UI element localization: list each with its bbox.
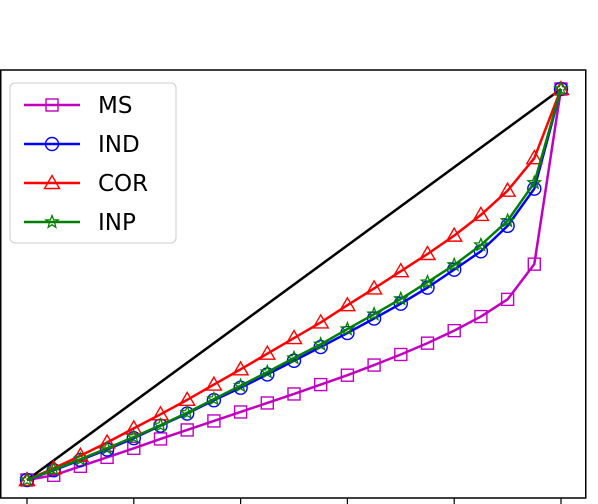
series-line-ms: [26, 88, 563, 482]
data-point-ms: [394, 347, 408, 362]
data-point-cor: [552, 80, 570, 96]
data-point-ms: [260, 396, 274, 410]
legend-entries: MS IND COR INP: [24, 93, 148, 236]
legend-marker-ind: [44, 136, 60, 152]
data-point-cor: [498, 181, 517, 197]
data-point-cor: [125, 419, 143, 435]
series-line-inp: [26, 88, 563, 482]
data-point-ms: [153, 432, 168, 446]
data-point-cor: [418, 245, 437, 261]
data-point-inp: [19, 471, 35, 487]
legend-marker-inp: [44, 213, 60, 229]
data-point-cor: [285, 329, 303, 345]
x-axis-ticks: [26, 498, 562, 504]
legend: MS IND COR INP: [9, 82, 177, 244]
data-point-cor: [71, 446, 90, 462]
data-point-inp: [312, 336, 329, 352]
data-point-inp: [125, 428, 142, 444]
data-point-inp: [99, 440, 115, 456]
legend-entry-cor: COR: [24, 171, 148, 197]
plot-frame: [0, 69, 587, 499]
data-point-ms: [233, 405, 248, 419]
series-inp: [19, 80, 569, 487]
data-point-inp: [286, 349, 302, 365]
data-point-cor: [365, 279, 383, 295]
data-point-inp: [179, 404, 196, 420]
data-point-cor: [445, 226, 463, 242]
data-point-inp: [259, 363, 276, 379]
data-point-ms: [367, 358, 381, 372]
data-point-inp: [526, 174, 543, 190]
data-point-inp: [473, 236, 489, 252]
data-point-cor: [231, 360, 250, 376]
series-line-cor: [26, 88, 563, 482]
legend-marker-cor: [43, 174, 61, 190]
legend-label-ms: MS: [98, 93, 132, 119]
data-point-inp: [392, 290, 409, 306]
data-point-inp: [72, 450, 89, 466]
data-point-inp: [499, 212, 516, 228]
data-point-cor: [258, 344, 277, 360]
data-point-inp: [553, 80, 569, 96]
series-layer: [18, 80, 570, 488]
reference-diagonal-line: [26, 87, 562, 482]
data-point-inp: [446, 256, 463, 272]
legend-label-cor: COR: [98, 171, 148, 197]
series-ms: [20, 82, 568, 487]
data-point-ms: [420, 336, 435, 350]
data-point-ms: [287, 387, 301, 401]
legend-marker-ms: [45, 98, 59, 112]
legend-entry-ind: IND: [24, 132, 140, 158]
data-point-ms: [447, 323, 461, 338]
data-point-inp: [232, 377, 249, 393]
data-point-cor: [205, 375, 223, 391]
data-point-inp: [206, 390, 222, 406]
data-point-ms: [527, 257, 541, 271]
data-point-ms: [340, 368, 355, 382]
data-point-ms: [314, 377, 328, 392]
data-point-inp: [45, 461, 62, 477]
legend-label-ind: IND: [98, 132, 140, 158]
data-point-inp: [339, 320, 356, 336]
data-point-inp: [419, 273, 436, 289]
data-point-cor: [525, 149, 544, 165]
legend-box: [9, 82, 177, 244]
legend-entry-inp: INP: [24, 210, 136, 236]
data-point-ms: [474, 309, 488, 324]
data-point-cor: [338, 296, 357, 312]
legend-entry-ms: MS: [24, 93, 132, 119]
data-point-cor: [472, 206, 490, 222]
data-point-cor: [392, 262, 410, 278]
legend-label-inp: INP: [98, 210, 136, 236]
series-cor: [18, 80, 570, 487]
data-point-inp: [152, 416, 169, 432]
data-point-ms: [127, 441, 141, 456]
data-point-inp: [366, 305, 382, 321]
data-point-ms: [500, 292, 515, 307]
data-point-ms: [180, 423, 194, 437]
data-point-ms: [207, 414, 221, 428]
data-point-cor: [311, 313, 330, 329]
